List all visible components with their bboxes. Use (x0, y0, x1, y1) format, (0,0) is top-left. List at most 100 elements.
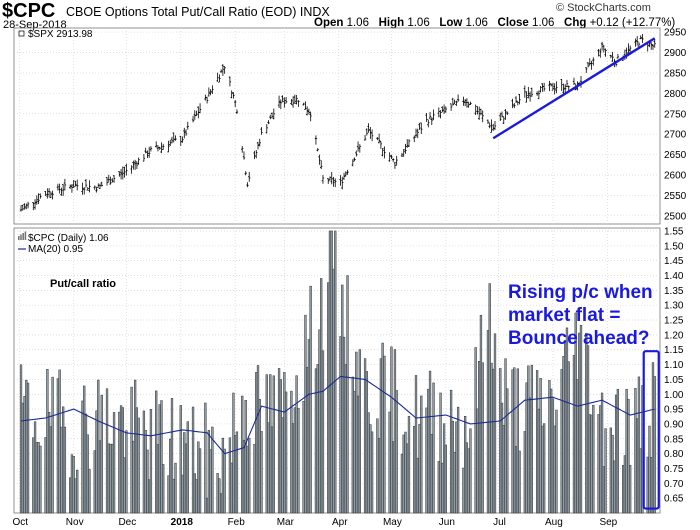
cpc-bar (76, 469, 79, 514)
cpc-legend-swatch (22, 233, 24, 240)
chart-title-text: CBOE Options Total Put/Call Ratio (EOD) (66, 5, 297, 19)
cpc-bar (137, 417, 140, 514)
x-tick-label: Jun (439, 517, 455, 528)
spx-legend-label: $SPX 2913.98 (28, 29, 93, 40)
x-tick-label: Aug (545, 517, 563, 528)
cpc-bar (444, 444, 447, 514)
x-tick-label: Nov (66, 517, 84, 528)
cpc-bar (370, 431, 374, 514)
high-label: High (378, 17, 405, 29)
cpc-bar (235, 431, 239, 514)
cpc-bar (616, 389, 620, 514)
cpc-bar (39, 445, 42, 514)
cpc-bar (149, 409, 153, 514)
x-tick-label: Mar (277, 517, 295, 528)
cpc-bar (174, 462, 177, 514)
cpc-bar (100, 394, 103, 514)
ratio-y-tick-label: 0.85 (664, 434, 684, 445)
price-y-tick-label: 2650 (664, 150, 687, 161)
ohlc-readout: Open 1.06 High 1.06 Low 1.06 Close 1.06 … (314, 17, 675, 29)
cpc-bar (186, 421, 189, 514)
cpc-bar (211, 426, 214, 514)
price-y-tick-label: 2500 (664, 211, 687, 222)
cpc-bar (223, 448, 226, 514)
cpc-bar (407, 416, 411, 514)
ratio-y-tick-label: 1.25 (664, 316, 684, 327)
cpc-bar (604, 428, 607, 514)
cpc-bar (629, 464, 632, 514)
close-label: Close (497, 17, 529, 29)
high-value: 1.06 (407, 17, 430, 29)
chart-symbol: $CPC (2, 0, 56, 22)
ratio-y-tick-label: 1.15 (664, 345, 684, 356)
x-tick-label: Dec (118, 517, 136, 528)
price-y-tick-label: 2800 (664, 89, 687, 100)
cpc-bars (19, 230, 656, 514)
cpc-bar (248, 437, 251, 514)
ratio-y-tick-label: 0.75 (664, 464, 684, 475)
exchange-label: INDX (299, 5, 330, 19)
x-tick-label: Jul (493, 517, 506, 528)
cpc-bar (414, 375, 418, 514)
close-value: 1.06 (532, 17, 555, 29)
cpc-bar (516, 368, 519, 514)
ratio-y-tick-label: 0.70 (664, 479, 684, 490)
open-label: Open (314, 17, 344, 29)
ratio-y-tick-label: 1.50 (664, 241, 684, 252)
x-tick-label: Oct (12, 517, 28, 528)
cpc-bar (334, 230, 337, 514)
ratio-y-tick-label: 1.20 (664, 330, 684, 341)
cpc-bar (506, 388, 509, 514)
cpc-bar (383, 355, 386, 514)
cpc-bar (162, 464, 165, 514)
cpc-bar (653, 376, 656, 514)
x-tick-label: Sep (599, 517, 617, 528)
cpc-bar (420, 395, 423, 514)
cpc-bar (191, 406, 195, 514)
cpc-bar (125, 430, 128, 514)
ratio-y-tick-label: 1.05 (664, 375, 684, 386)
spx-trendline (492, 37, 656, 140)
chart-title: CBOE Options Total Put/Call Ratio (EOD) … (66, 5, 330, 19)
cpc-bar (555, 409, 558, 514)
cpc-bar (439, 392, 442, 514)
cpc-legend-swatch (20, 234, 22, 240)
cpc-bar (637, 376, 641, 514)
price-y-tick-label: 2600 (664, 171, 687, 182)
ratio-y-tick-label: 1.10 (664, 360, 684, 371)
low-value: 1.06 (465, 17, 488, 29)
ratio-y-tick-label: 0.90 (664, 419, 684, 430)
low-label: Low (439, 17, 463, 29)
price-y-tick-label: 2950 (664, 28, 687, 39)
cpc-bar (198, 448, 202, 514)
callout-line: Bounce ahead? (508, 328, 649, 349)
ratio-y-tick-label: 0.80 (664, 449, 684, 460)
cpc-bar (88, 469, 91, 514)
cpc-bar (284, 391, 288, 514)
cpc-bar (456, 406, 460, 514)
chg-label: Chg (564, 17, 587, 29)
cpc-legend-label: $CPC (Daily) 1.06 (28, 233, 109, 244)
ratio-panel-frame (13, 227, 661, 514)
cpc-bar (518, 450, 521, 514)
open-value: 1.06 (346, 17, 369, 29)
price-y-tick-label: 2900 (664, 48, 687, 59)
cpc-bar (358, 349, 361, 514)
cpc-bar (260, 431, 263, 514)
brand-watermark: © StockCharts.com (556, 2, 651, 14)
cpc-bar (179, 405, 182, 514)
cpc-bar (26, 382, 30, 514)
ratio-y-tick-label: 1.00 (664, 390, 684, 401)
x-tick-label: Apr (332, 517, 348, 528)
price-y-tick-label: 2550 (664, 191, 687, 202)
x-tick-label: 2018 (171, 517, 194, 528)
cpc-bar (160, 400, 163, 514)
cpc-bar (204, 402, 207, 514)
x-tick-label: Feb (228, 517, 246, 528)
ratio-y-tick-label: 1.40 (664, 271, 684, 282)
ratio-y-tick-label: 1.30 (664, 301, 684, 312)
cpc-bar (63, 426, 67, 514)
cpc-legend-swatch (24, 231, 27, 240)
cpc-bar (481, 362, 484, 514)
